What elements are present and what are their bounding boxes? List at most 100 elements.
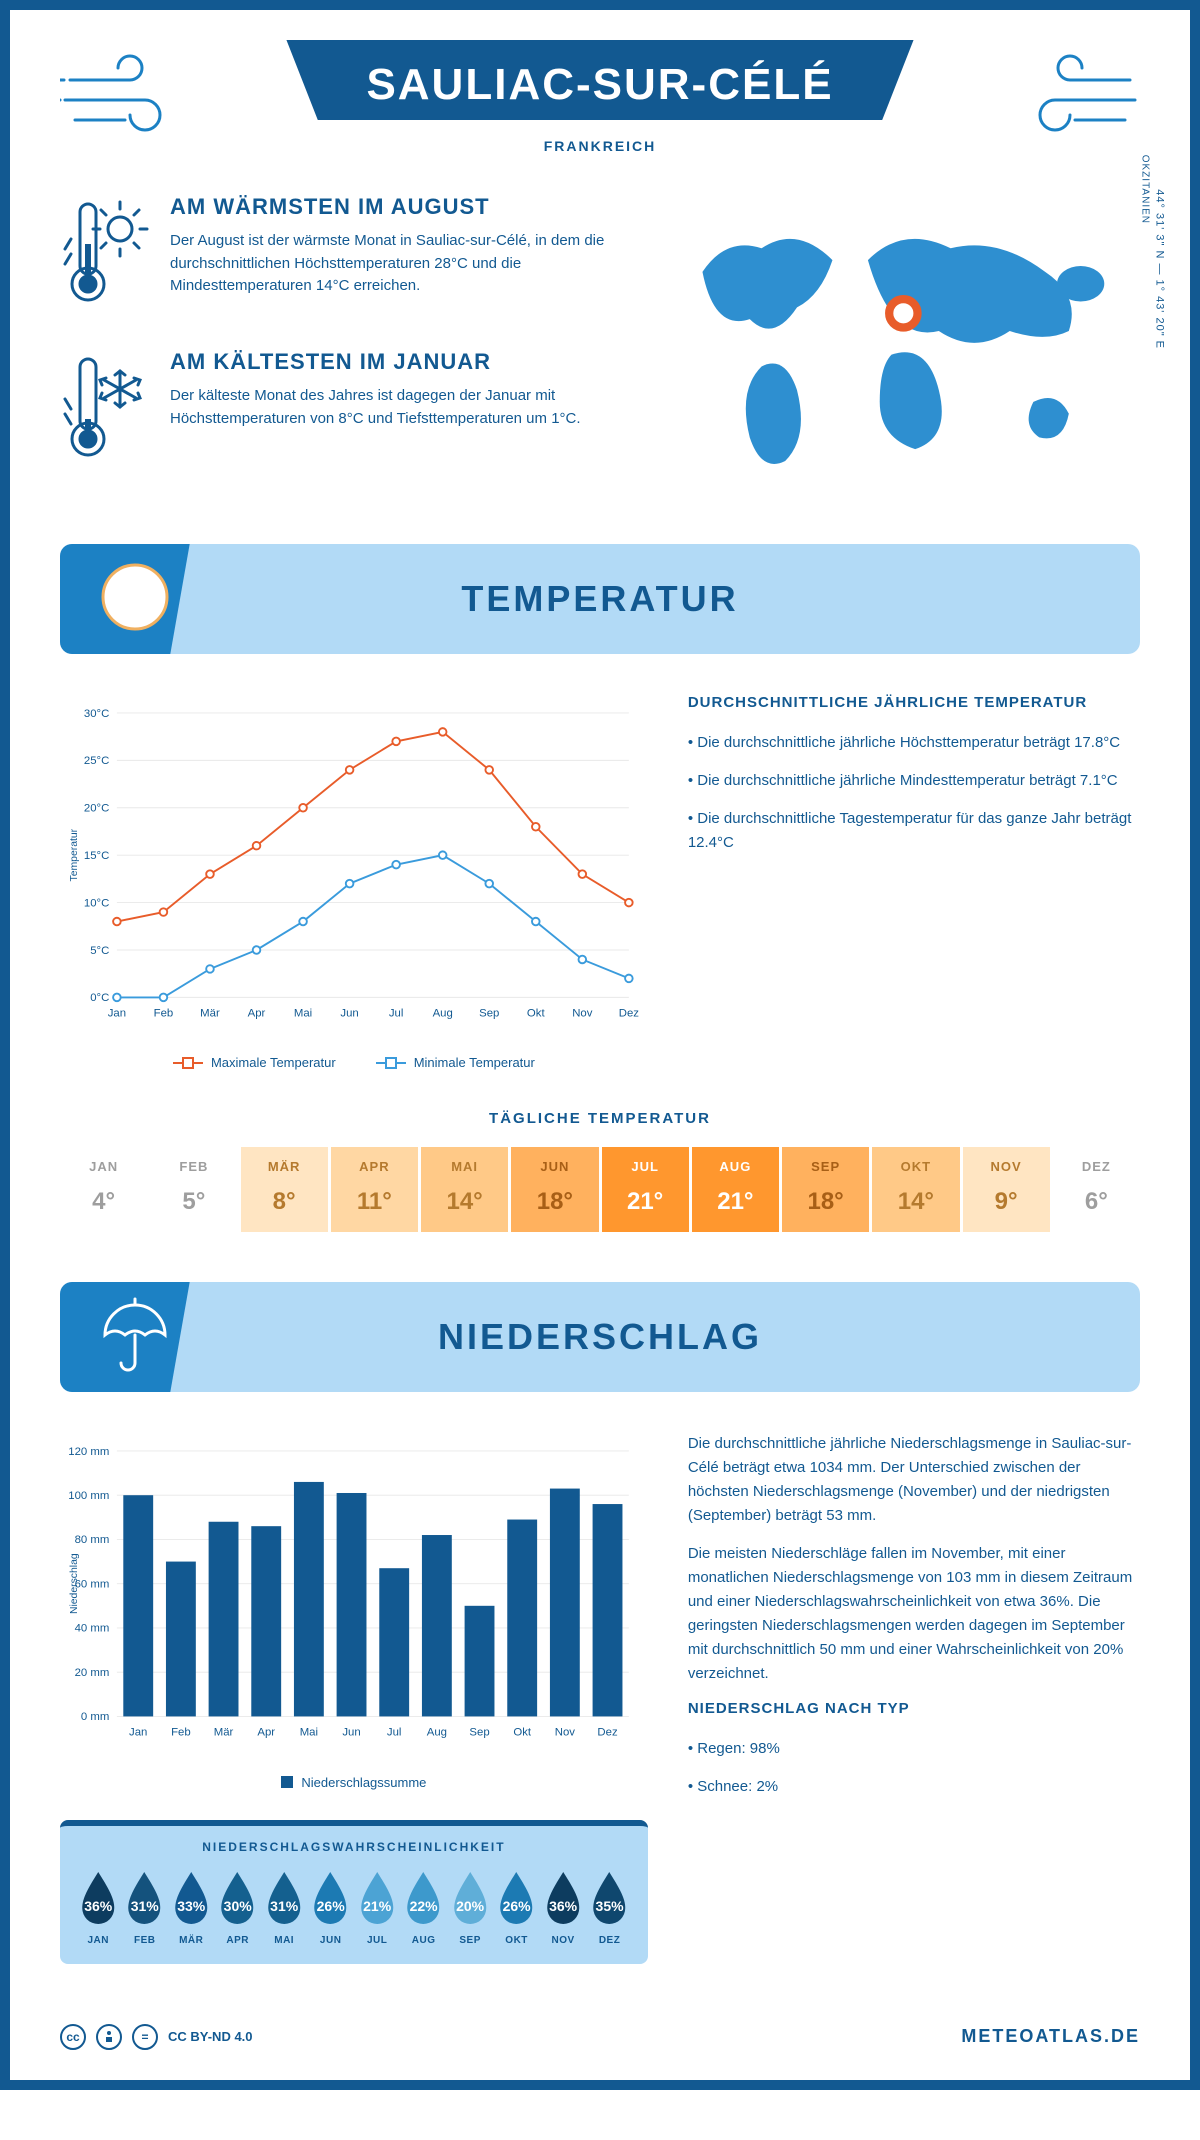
- precipitation-probability-panel: NIEDERSCHLAGSWAHRSCHEINLICHKEIT 36%JAN31…: [60, 1820, 648, 1964]
- daily-temp-cell: JUN18°: [511, 1147, 598, 1232]
- precipitation-section-banner: NIEDERSCHLAG: [60, 1282, 1140, 1392]
- coldest-fact: AM KÄLTESTEN IM JANUAR Der kälteste Mona…: [60, 349, 627, 474]
- svg-text:15°C: 15°C: [84, 850, 109, 862]
- svg-text:Temperatur: Temperatur: [69, 828, 80, 881]
- daily-temp-table: JAN4°FEB5°MÄR8°APR11°MAI14°JUN18°JUL21°A…: [60, 1147, 1140, 1232]
- svg-text:Apr: Apr: [257, 1727, 275, 1739]
- daily-temp-cell: MÄR8°: [241, 1147, 328, 1232]
- legend-min-label: Minimale Temperatur: [414, 1055, 535, 1070]
- precip-prob-drop: 31%MAI: [264, 1868, 304, 1946]
- daily-temp-cell: JUL21°: [602, 1147, 689, 1232]
- precip-info-p2: Die meisten Niederschläge fallen im Nove…: [688, 1542, 1140, 1686]
- svg-text:Nov: Nov: [555, 1727, 576, 1739]
- precip-prob-drop: 33%MÄR: [171, 1868, 211, 1946]
- precip-chart-legend: Niederschlagssumme: [60, 1775, 648, 1790]
- precip-type-snow: • Schnee: 2%: [688, 1775, 1140, 1799]
- by-icon: [96, 2024, 122, 2050]
- svg-text:Jan: Jan: [129, 1727, 147, 1739]
- svg-text:80 mm: 80 mm: [75, 1535, 110, 1547]
- svg-text:Aug: Aug: [427, 1727, 447, 1739]
- temperature-section-banner: TEMPERATUR: [60, 544, 1140, 654]
- svg-text:Mai: Mai: [300, 1727, 318, 1739]
- svg-text:Mär: Mär: [200, 1007, 220, 1019]
- region-label: OKZITANIEN: [1139, 155, 1150, 224]
- title-banner: SAULIAC-SUR-CÉLÉ: [286, 40, 913, 120]
- svg-text:Dez: Dez: [597, 1727, 618, 1739]
- coldest-text: Der kälteste Monat des Jahres ist dagege…: [170, 385, 627, 430]
- svg-text:Okt: Okt: [527, 1007, 546, 1019]
- svg-text:40 mm: 40 mm: [75, 1623, 110, 1635]
- sun-icon: [90, 552, 180, 647]
- page-header: SAULIAC-SUR-CÉLÉ FRANKREICH: [60, 40, 1140, 154]
- svg-text:Jul: Jul: [387, 1727, 402, 1739]
- svg-text:Okt: Okt: [513, 1727, 532, 1739]
- daily-temp-cell: OKT14°: [872, 1147, 959, 1232]
- svg-text:Feb: Feb: [171, 1727, 191, 1739]
- warmest-title: AM WÄRMSTEN IM AUGUST: [170, 194, 627, 220]
- svg-text:20°C: 20°C: [84, 803, 109, 815]
- daily-temp-cell: FEB5°: [150, 1147, 237, 1232]
- world-map: OKZITANIEN 44° 31' 3" N — 1° 43' 20" E: [667, 194, 1140, 504]
- precip-prob-drop: 36%JAN: [78, 1868, 118, 1946]
- temp-info-heading: DURCHSCHNITTLICHE JÄHRLICHE TEMPERATUR: [688, 694, 1140, 711]
- daily-temp-cell: AUG21°: [692, 1147, 779, 1232]
- country-subtitle: FRANKREICH: [60, 138, 1140, 154]
- umbrella-icon: [90, 1290, 180, 1385]
- license-text: CC BY-ND 4.0: [168, 2029, 253, 2044]
- temp-info-b2: • Die durchschnittliche jährliche Mindes…: [688, 769, 1140, 793]
- brand-label: METEOATLAS.DE: [961, 2026, 1140, 2047]
- svg-text:Feb: Feb: [154, 1007, 174, 1019]
- svg-text:Jul: Jul: [389, 1007, 404, 1019]
- thermometer-hot-icon: [60, 194, 150, 319]
- svg-text:Niederschlag: Niederschlag: [69, 1553, 80, 1614]
- precip-prob-drop: 30%APR: [217, 1868, 257, 1946]
- wind-icon-right: [1010, 50, 1140, 145]
- svg-text:30°C: 30°C: [84, 708, 109, 720]
- precipitation-heading: NIEDERSCHLAG: [180, 1316, 1020, 1358]
- daily-temp-cell: NOV9°: [963, 1147, 1050, 1232]
- precip-type-heading: NIEDERSCHLAG NACH TYP: [688, 1700, 1140, 1717]
- legend-max-label: Maximale Temperatur: [211, 1055, 336, 1070]
- precip-prob-drop: 22%AUG: [403, 1868, 443, 1946]
- daily-temp-cell: APR11°: [331, 1147, 418, 1232]
- temp-info-b3: • Die durchschnittliche Tagestemperatur …: [688, 807, 1140, 855]
- daily-temp-cell: JAN4°: [60, 1147, 147, 1232]
- daily-temp-heading: TÄGLICHE TEMPERATUR: [60, 1110, 1140, 1127]
- svg-text:Dez: Dez: [619, 1007, 640, 1019]
- thermometer-cold-icon: [60, 349, 150, 474]
- svg-text:20 mm: 20 mm: [75, 1667, 110, 1679]
- svg-text:10°C: 10°C: [84, 897, 109, 909]
- daily-temp-cell: MAI14°: [421, 1147, 508, 1232]
- precip-prob-drop: 31%FEB: [124, 1868, 164, 1946]
- precip-prob-heading: NIEDERSCHLAGSWAHRSCHEINLICHKEIT: [78, 1840, 630, 1854]
- nd-icon: =: [132, 2024, 158, 2050]
- svg-text:Mai: Mai: [294, 1007, 312, 1019]
- svg-text:Jun: Jun: [342, 1727, 360, 1739]
- page-title: SAULIAC-SUR-CÉLÉ: [366, 60, 833, 110]
- svg-text:Nov: Nov: [572, 1007, 593, 1019]
- page-footer: cc = CC BY-ND 4.0 METEOATLAS.DE: [60, 2004, 1140, 2050]
- svg-text:Sep: Sep: [469, 1727, 489, 1739]
- cc-icon: cc: [60, 2024, 86, 2050]
- temp-info-b1: • Die durchschnittliche jährliche Höchst…: [688, 731, 1140, 755]
- warmest-text: Der August ist der wärmste Monat in Saul…: [170, 230, 627, 298]
- svg-text:Sep: Sep: [479, 1007, 499, 1019]
- precipitation-bar-chart: 0 mm20 mm40 mm60 mm80 mm100 mm120 mmJanF…: [60, 1432, 648, 1789]
- svg-text:25°C: 25°C: [84, 755, 109, 767]
- precip-legend-label: Niederschlagssumme: [301, 1775, 426, 1790]
- warmest-fact: AM WÄRMSTEN IM AUGUST Der August ist der…: [60, 194, 627, 319]
- precip-prob-drop: 36%NOV: [543, 1868, 583, 1946]
- precip-prob-drop: 26%OKT: [496, 1868, 536, 1946]
- svg-text:5°C: 5°C: [90, 945, 109, 957]
- temp-chart-legend: .legend-item:nth-child(1) .legend-line::…: [60, 1055, 648, 1070]
- svg-text:Mär: Mär: [214, 1727, 234, 1739]
- precip-prob-drop: 35%DEZ: [589, 1868, 629, 1946]
- temperature-line-chart: 0°C5°C10°C15°C20°C25°C30°CJanFebMärAprMa…: [60, 694, 648, 1070]
- svg-text:Aug: Aug: [433, 1007, 453, 1019]
- svg-text:100 mm: 100 mm: [68, 1490, 109, 1502]
- license-block: cc = CC BY-ND 4.0: [60, 2024, 253, 2050]
- coldest-title: AM KÄLTESTEN IM JANUAR: [170, 349, 627, 375]
- precip-prob-drop: 21%JUL: [357, 1868, 397, 1946]
- precip-prob-drop: 20%SEP: [450, 1868, 490, 1946]
- coordinates: 44° 31' 3" N — 1° 43' 20" E: [1154, 189, 1166, 349]
